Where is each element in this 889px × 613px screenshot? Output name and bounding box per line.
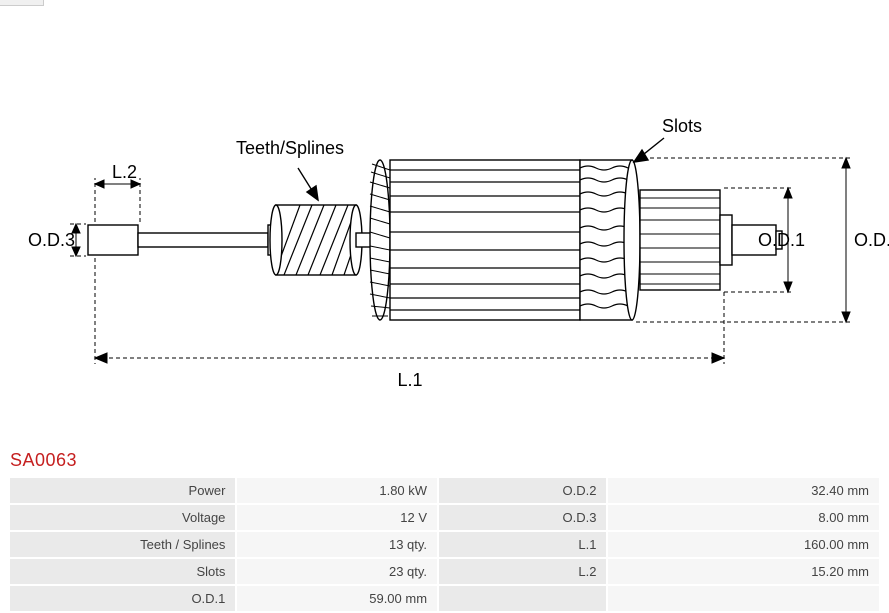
spec-label: Slots (10, 559, 235, 584)
spec-value (608, 586, 879, 611)
spec-label: Teeth / Splines (10, 532, 235, 557)
spec-value: 23 qty. (237, 559, 437, 584)
spec-value: 15.20 mm (608, 559, 879, 584)
window-drag-handle (0, 0, 44, 6)
table-row: Slots 23 qty. L.2 15.20 mm (10, 559, 879, 584)
spec-label: O.D.1 (10, 586, 235, 611)
label-od1: O.D.1 (758, 230, 805, 250)
label-slots: Slots (662, 116, 702, 136)
spec-table: Power 1.80 kW O.D.2 32.40 mm Voltage 12 … (8, 476, 881, 613)
label-l1: L.1 (397, 370, 422, 390)
spec-value: 12 V (237, 505, 437, 530)
label-l2: L.2 (112, 162, 137, 182)
label-od2: O.D.2 (854, 230, 889, 250)
spec-label: L.1 (439, 532, 606, 557)
armature-diagram: Teeth/Splines Slots L.2 O.D.3 L.1 O.D.1 … (0, 10, 889, 445)
table-row: Voltage 12 V O.D.3 8.00 mm (10, 505, 879, 530)
spec-label: Voltage (10, 505, 235, 530)
spec-label: Power (10, 478, 235, 503)
spec-label: O.D.2 (439, 478, 606, 503)
spec-value: 32.40 mm (608, 478, 879, 503)
label-od3: O.D.3 (28, 230, 75, 250)
table-row: Teeth / Splines 13 qty. L.1 160.00 mm (10, 532, 879, 557)
spec-value: 160.00 mm (608, 532, 879, 557)
table-row: O.D.1 59.00 mm (10, 586, 879, 611)
spec-label: O.D.3 (439, 505, 606, 530)
spec-value: 8.00 mm (608, 505, 879, 530)
part-code: SA0063 (10, 450, 77, 471)
spec-value: 13 qty. (237, 532, 437, 557)
spec-value: 1.80 kW (237, 478, 437, 503)
spec-label (439, 586, 606, 611)
spec-value: 59.00 mm (237, 586, 437, 611)
label-teeth-splines: Teeth/Splines (236, 138, 344, 158)
spec-label: L.2 (439, 559, 606, 584)
table-row: Power 1.80 kW O.D.2 32.40 mm (10, 478, 879, 503)
